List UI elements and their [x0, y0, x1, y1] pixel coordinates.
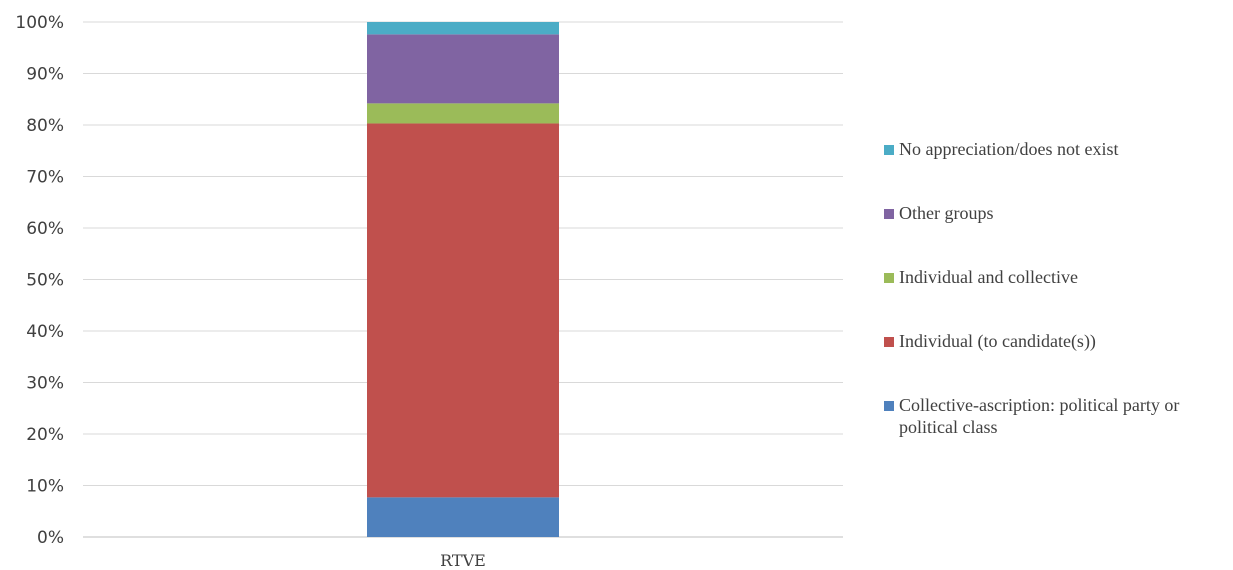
y-axis-ticks: 0% 10% 20% 30% 40% 50% 60% 70% 80% 90% 100% [15, 13, 64, 548]
bars [367, 22, 559, 537]
bar-segment-1 [367, 497, 559, 537]
legend-swatch [884, 209, 894, 219]
y-tick-label: 0% [37, 528, 64, 548]
legend-label: Individual (to candidate(s)) [899, 331, 1096, 352]
y-tick-label: 50% [26, 271, 64, 291]
y-tick-label: 100% [15, 13, 64, 33]
x-axis: RTVE [440, 551, 486, 570]
legend-swatch [884, 337, 894, 347]
y-tick-label: 70% [26, 168, 64, 188]
bar-segment-5 [367, 22, 559, 35]
legend-label: Collective-ascription: political party o… [899, 395, 1179, 437]
y-tick-label: 20% [26, 425, 64, 445]
y-tick-label: 80% [26, 116, 64, 136]
x-category-label: RTVE [440, 551, 486, 570]
y-tick-label: 90% [26, 65, 64, 85]
legend-swatch [884, 273, 894, 283]
y-tick-label: 10% [26, 477, 64, 497]
legend-label: No appreciation/does not exist [899, 139, 1118, 159]
bar-segment-2 [367, 123, 559, 498]
y-tick-label: 60% [26, 219, 64, 239]
legend-swatch [884, 145, 894, 155]
y-tick-label: 30% [26, 374, 64, 394]
legend: No appreciation/does not exist Other grou… [884, 139, 1179, 437]
bar-segment-4 [367, 34, 559, 104]
bar-segment-3 [367, 103, 559, 124]
legend-label: Other groups [899, 203, 993, 223]
y-tick-label: 40% [26, 322, 64, 342]
legend-label: Individual and collective [899, 267, 1078, 287]
legend-swatch [884, 401, 894, 411]
